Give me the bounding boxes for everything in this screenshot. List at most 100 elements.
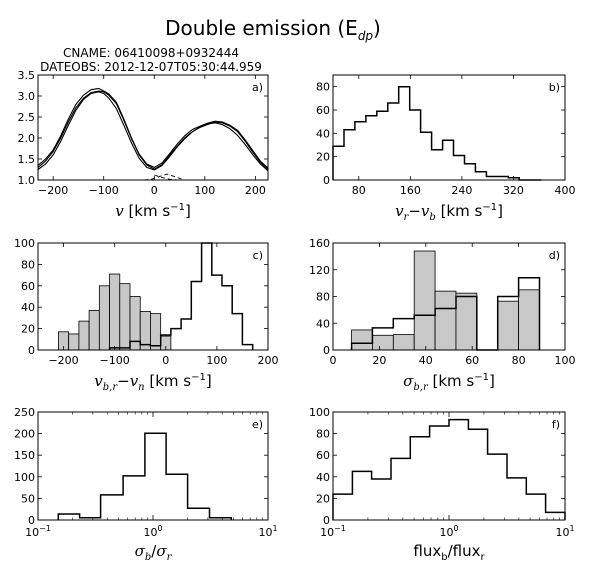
y-tick-label: 60 [316,104,330,117]
y-tick-label: 0 [28,344,35,357]
x-axis-label: σb,r [km s−1] [403,372,495,393]
y-tick-label: 20 [21,323,35,336]
series-1-step [350,277,541,351]
series-0-bar-6 [119,283,131,351]
x-tick-label: 80 [512,354,526,367]
series-1-line [37,90,269,170]
y-tick-label: 100 [14,471,35,484]
series-0-step [57,432,233,520]
panel-a: 1.0 1.5 2.0 2.5 3.0 3.5 −200 −100 0 100 200 a) v [km… [18,69,269,220]
y-tick-label: 0 [323,344,330,357]
y-tick-label: 0 [28,514,35,527]
panel-c-marks [58,242,254,351]
series-0-bar-2 [392,334,415,351]
x-tick-label: 100 [206,354,227,367]
panel-f-marks [332,418,566,520]
panel-d-marks [350,250,541,351]
x-tick-label: 320 [503,184,524,197]
x-tick-label: 80 [352,184,366,197]
y-tick-label: 160 [309,237,330,250]
series-0-bar-9 [150,313,162,351]
y-tick-label: 80 [316,291,330,304]
panel-label: e) [252,418,263,431]
y-tick-label: 200 [14,428,35,441]
series-0-bar-3 [413,250,436,351]
series-4-line [154,174,185,181]
x-tick-label: 10−1 [25,524,51,539]
series-2-line [37,91,269,172]
x-tick-label: 100 [555,354,576,367]
series-0-bar-2 [78,320,90,351]
cname-label: CNAME: 06410098+0932444 [63,46,239,60]
y-tick-label: 40 [21,301,35,314]
series-0-bar-0 [351,329,373,351]
panel-label: b) [549,81,560,94]
series-0-bar-1 [372,334,394,351]
y-tick-label: 80 [316,81,330,94]
panel-label: d) [549,249,560,262]
figure-title-close: ) [373,16,381,40]
y-tick-label: 2.0 [18,132,36,145]
series-0-bar-7 [497,300,520,351]
dateobs-label: DATEOBS: 2012-12-07T05:30:44.959 [40,60,262,74]
series-0-step [332,418,566,520]
x-tick-label: 101 [555,524,574,539]
x-tick-label: 40 [419,354,433,367]
panel-label: c) [253,249,263,262]
y-tick-label: 100 [14,237,35,250]
x-tick-label: 0 [151,184,158,197]
y-tick-label: 3.0 [18,90,36,103]
y-tick-label: 40 [316,127,330,140]
x-tick-label: 10−1 [320,524,346,539]
y-tick-label: 120 [309,264,330,277]
x-tick-label: 0 [330,354,337,367]
series-0-step [332,85,542,181]
y-tick-label: 150 [14,449,35,462]
x-axis-label: vr−vb [km s−1] [395,202,503,223]
x-tick-label: 160 [400,184,421,197]
panel-f-frame [332,411,566,521]
y-tick-label: 3.5 [18,69,36,82]
x-tick-label: 0 [162,354,169,367]
series-0-bar-1 [68,333,80,351]
y-tick-label: 60 [316,449,330,462]
panel-label: a) [252,81,263,94]
x-axis-label: v [km s−1] [115,202,191,220]
series-0-bar-5 [109,273,121,351]
panel-b: 0 20 40 60 80 80 160 240 320 400 b) vr−vb [km s−1] [316,74,576,223]
panel-b-marks [332,85,542,181]
x-tick-label: −100 [100,354,130,367]
x-tick-label: 240 [451,184,472,197]
y-tick-label: 0 [323,514,330,527]
series-0-bar-4 [98,285,110,351]
y-tick-label: 100 [309,406,330,419]
x-tick-label: −200 [48,354,78,367]
panel-c-frame [37,242,269,351]
figure-title-text: Double emission (E [165,16,358,40]
x-tick-label: 400 [555,184,576,197]
x-tick-label: 100 [143,524,162,539]
y-tick-label: 1.0 [18,174,36,187]
y-tick-label: 20 [316,151,330,164]
panel-a-frame [37,74,269,181]
panel-f: 0 20 40 60 80 100 10−1 100 101 f) fluxb/fluxr [309,406,575,563]
y-tick-label: 250 [14,406,35,419]
panel-e-marks [57,432,233,520]
panel-label: f) [552,418,560,431]
x-tick-label: 60 [465,354,479,367]
panel-a-marks [37,87,269,181]
panel-d: 0 40 80 120 160 0 20 40 60 80 100 d) σb,r [km s−1] [309,237,576,393]
series-0-line [37,87,269,169]
series-0-bar-5 [455,292,478,351]
panel-c: 0 20 40 60 80 100 −200 −100 0 100 200 c) vb,r−vn [km… [14,237,279,393]
figure-title-sub: dp [358,29,374,43]
x-axis-label: vb,r−vn [km s−1] [94,372,212,393]
x-tick-label: −100 [89,184,119,197]
series-3-line [144,173,183,181]
x-tick-label: 200 [258,354,279,367]
figure-title: Double emission (Edp) [165,16,381,43]
y-tick-label: 80 [21,258,35,271]
x-axis-label: σb/σr [135,542,173,563]
